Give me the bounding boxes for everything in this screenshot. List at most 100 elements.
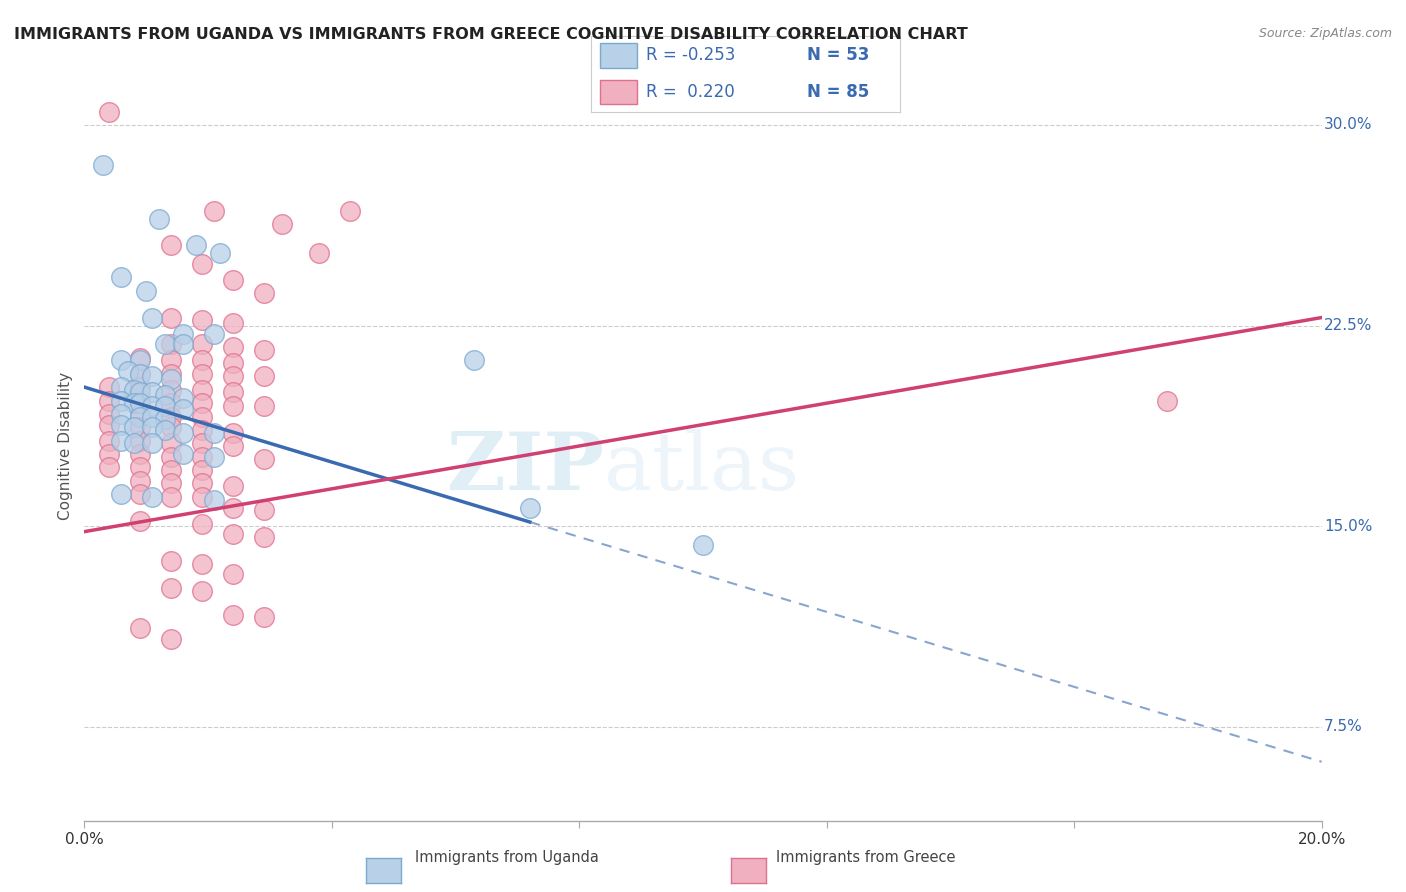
Point [191,557,214,571]
Point [129,434,152,448]
Point [222,356,245,370]
Point [110,407,132,421]
Point [117,364,139,378]
Point [253,610,276,624]
Point [202,203,225,218]
Point [253,286,276,301]
Point [172,326,194,341]
Point [160,396,183,410]
Text: 30.0%: 30.0% [1324,118,1372,132]
Point [98,460,121,475]
Point [209,246,232,260]
Point [172,447,194,461]
Point [222,527,245,541]
Point [153,423,176,437]
Point [160,436,183,450]
Point [463,353,485,368]
Point [141,409,163,424]
Point [129,380,152,394]
Point [160,383,183,397]
Point [222,273,245,287]
Point [191,490,214,504]
Point [135,284,157,298]
Point [122,383,145,397]
Point [191,583,214,598]
Point [110,417,132,432]
Point [202,492,225,507]
Point [129,474,152,488]
Point [222,369,245,384]
Point [172,401,194,416]
Point [122,396,145,410]
Point [191,396,214,410]
FancyBboxPatch shape [600,44,637,68]
Point [160,581,183,595]
Y-axis label: Cognitive Disability: Cognitive Disability [58,372,73,520]
Point [110,353,132,368]
Point [202,425,225,440]
Point [141,420,163,434]
Point [172,337,194,351]
Point [110,393,132,408]
Point [141,385,163,400]
Point [191,313,214,327]
Point [191,516,214,531]
Point [271,217,294,231]
Point [191,257,214,271]
Point [253,530,276,544]
Point [110,434,132,448]
Point [253,369,276,384]
Point [129,407,152,421]
Point [222,500,245,515]
Point [141,490,163,504]
Point [148,211,170,226]
Point [110,380,132,394]
Text: 7.5%: 7.5% [1324,720,1362,734]
Point [129,367,152,381]
Point [122,420,145,434]
Point [222,385,245,400]
Point [153,399,176,413]
Point [153,337,176,351]
Point [191,409,214,424]
Point [253,399,276,413]
Point [160,632,183,646]
Point [129,396,152,410]
Point [191,476,214,491]
Point [172,391,194,405]
Point [129,447,152,461]
Point [191,450,214,464]
Point [110,270,132,285]
Point [222,567,245,582]
Point [222,399,245,413]
Point [519,500,541,515]
Point [253,503,276,517]
Point [129,460,152,475]
Point [153,388,176,402]
Point [141,310,163,325]
Point [129,621,152,635]
Text: 15.0%: 15.0% [1324,519,1372,533]
Point [129,393,152,408]
Point [98,417,121,432]
Point [253,452,276,467]
Point [191,367,214,381]
Point [141,436,163,450]
Point [129,409,152,424]
Point [191,423,214,437]
Point [129,514,152,528]
Point [141,369,163,384]
FancyBboxPatch shape [600,79,637,104]
Point [98,104,121,119]
Text: Source: ZipAtlas.com: Source: ZipAtlas.com [1258,27,1392,40]
Point [153,412,176,426]
Point [160,337,183,351]
Point [98,447,121,461]
Point [129,385,152,400]
Point [110,487,132,501]
Text: 22.5%: 22.5% [1324,318,1372,333]
Text: R = -0.253: R = -0.253 [647,46,735,64]
Point [202,450,225,464]
Text: atlas: atlas [605,429,799,508]
Point [160,554,183,568]
